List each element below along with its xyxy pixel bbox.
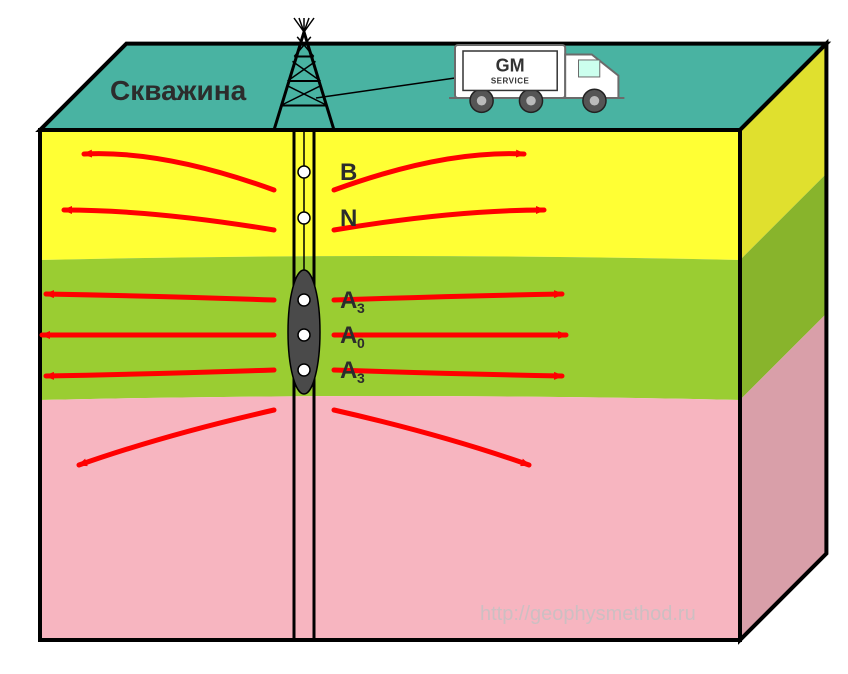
layer-1-yellow xyxy=(40,130,740,260)
electrode-A3 xyxy=(298,294,310,306)
electrode-label-A0: A xyxy=(340,322,357,349)
well-label: Скважина xyxy=(110,75,247,106)
electrode-sub-A0: 0 xyxy=(357,335,365,351)
electrode-label-N: N xyxy=(340,205,357,232)
electrode-sub-A3: 3 xyxy=(357,300,365,316)
layer-2-green xyxy=(40,256,740,400)
cube-side-face xyxy=(740,44,826,640)
strata-layers xyxy=(40,130,740,640)
electrode-B xyxy=(298,166,310,178)
electrode-label-A3b: A xyxy=(340,357,357,384)
truck-logo-bottom: SERVICE xyxy=(491,77,530,86)
watermark-text: http://geophysmethod.ru xyxy=(480,603,696,625)
electrode-label-A3: A xyxy=(340,287,357,314)
diagram-root: BNA3A0A3 GMSERVICE Скважинаhttp://geophy… xyxy=(0,0,848,674)
electrode-sub-A3b: 3 xyxy=(357,370,365,386)
electrode-N xyxy=(298,212,310,224)
electrode-A3b xyxy=(298,364,310,376)
electrode-label-B: B xyxy=(340,159,357,186)
truck-logo-top: GM xyxy=(496,55,525,75)
electrode-A0 xyxy=(298,329,310,341)
